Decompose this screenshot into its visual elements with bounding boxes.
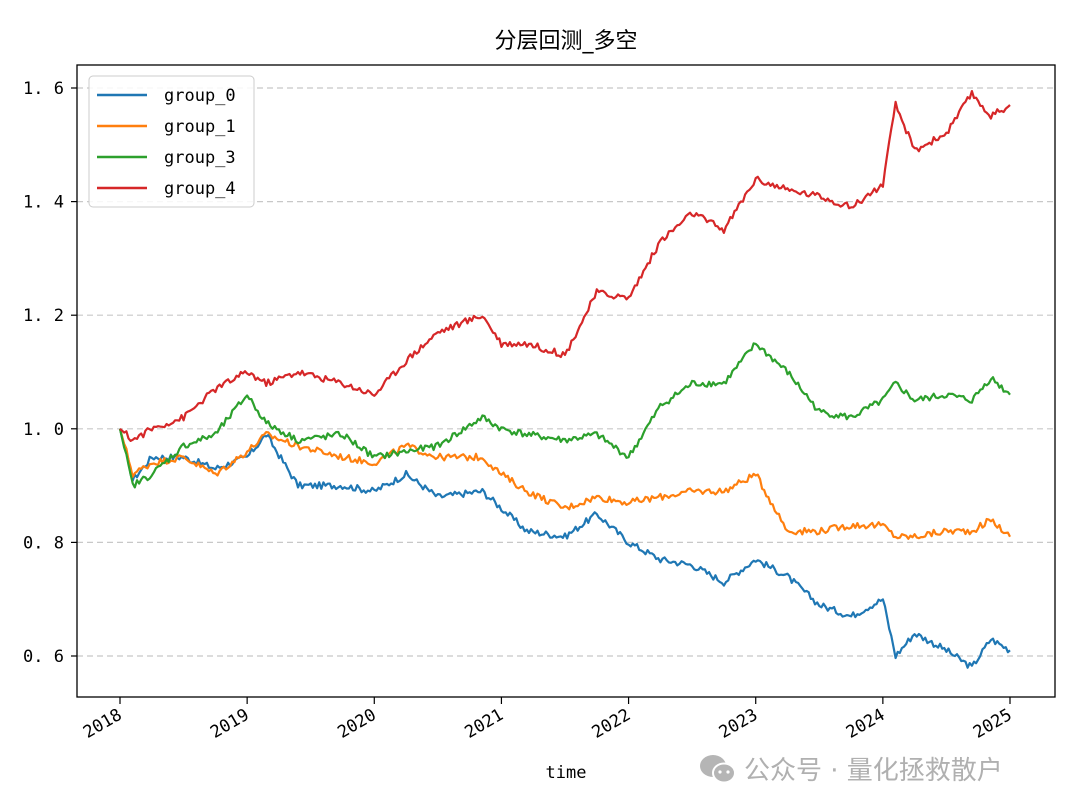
y-tick-label: 1. 4 xyxy=(23,193,64,213)
y-tick-label: 1. 0 xyxy=(23,420,64,440)
y-tick-label: 1. 6 xyxy=(23,79,64,99)
x-tick-label: 2024 xyxy=(843,705,888,743)
plot-lines xyxy=(118,89,1011,669)
x-tick-label: 2020 xyxy=(334,705,379,743)
wechat-icon xyxy=(698,752,738,786)
x-tick-label: 2025 xyxy=(970,705,1015,743)
series-line-group-3 xyxy=(118,342,1011,489)
x-axis-label: time xyxy=(546,763,587,783)
y-tick-label: 0. 6 xyxy=(23,647,64,667)
y-axis: 0. 6 0. 8 1. 0 1. 2 1. 4 1. 6 xyxy=(23,79,77,667)
series-line-group-4 xyxy=(119,89,1011,442)
x-tick-label: 2021 xyxy=(461,705,506,743)
x-tick-label: 2023 xyxy=(716,705,761,743)
x-axis: 2018 2019 2020 2021 2022 2023 2024 2025 xyxy=(80,697,1016,743)
chart-title: 分层回测_多空 xyxy=(494,29,637,54)
x-tick-label: 2022 xyxy=(589,705,634,743)
legend-label: group_1 xyxy=(164,117,236,137)
watermark: 公众号 · 量化拯救散户 xyxy=(698,750,1003,787)
series-line-group-0 xyxy=(118,428,1011,669)
legend-label: group_0 xyxy=(164,86,236,106)
legend-box xyxy=(88,75,255,208)
x-tick-label: 2019 xyxy=(207,705,252,743)
legend: group_0 group_1 group_3 group_4 xyxy=(88,75,255,208)
series-line-group-1 xyxy=(118,428,1011,540)
watermark-text: 公众号 · 量化拯救散户 xyxy=(744,756,1003,786)
axes-frame xyxy=(76,64,1056,698)
legend-label: group_3 xyxy=(164,148,236,168)
y-tick-label: 1. 2 xyxy=(23,306,64,326)
y-tick-label: 0. 8 xyxy=(23,533,64,553)
legend-label: group_4 xyxy=(164,179,236,199)
x-tick-label: 2018 xyxy=(80,705,125,743)
